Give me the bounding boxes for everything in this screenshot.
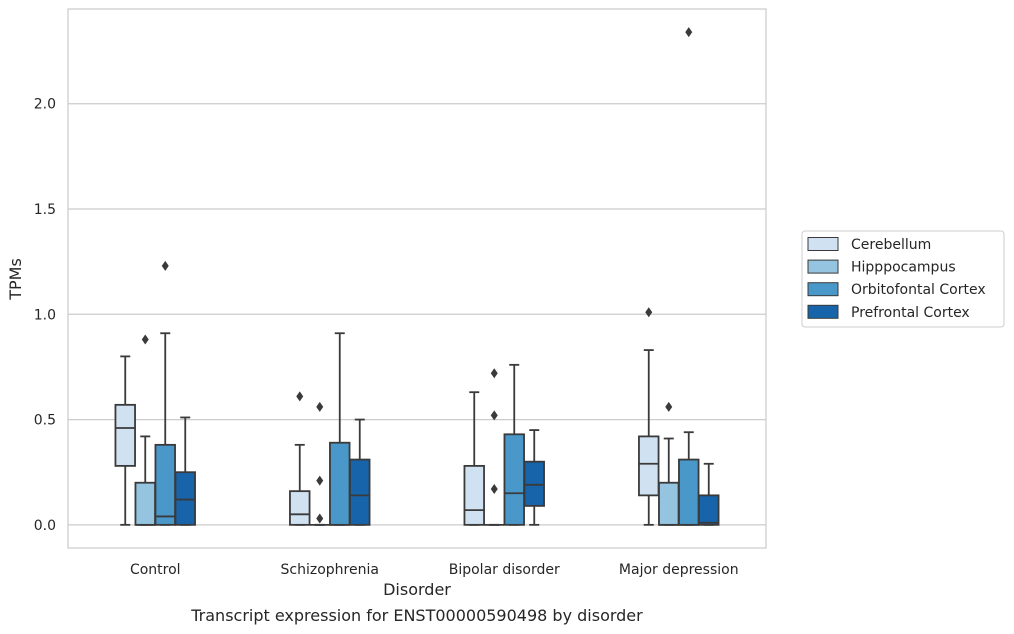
legend-swatch	[807, 259, 839, 274]
box	[329, 441, 351, 526]
outlier-point	[316, 475, 324, 486]
box	[503, 433, 525, 526]
box	[114, 403, 136, 467]
y-tick-label: 1.0	[34, 307, 56, 323]
x-tick-labels: Control Schizophrenia Bipolar disorder Majo…	[130, 562, 739, 578]
y-tick-label: 2.0	[34, 97, 56, 113]
box	[678, 458, 700, 526]
box-plot	[523, 429, 545, 526]
x-tick-label: Major depression	[619, 562, 739, 578]
box-plots	[114, 27, 720, 526]
y-tick-label: 1.5	[34, 202, 56, 218]
box-plot	[174, 416, 196, 526]
y-axis-label: TPMs	[6, 258, 25, 301]
outlier-point	[665, 401, 673, 412]
plot-frame	[67, 8, 767, 549]
legend-swatch	[807, 282, 839, 297]
box	[289, 490, 311, 526]
outlier-point	[490, 484, 498, 495]
x-tick-label: Schizophrenia	[281, 562, 379, 578]
box	[154, 443, 176, 526]
box-plot	[658, 401, 680, 526]
outlier-point	[490, 368, 498, 379]
box-plot	[114, 355, 136, 526]
legend-label: Prefrontal Cortex	[851, 305, 970, 321]
legend-label: Hipppocampus	[851, 260, 956, 276]
box-plot	[134, 334, 156, 526]
outlier-point	[685, 27, 693, 38]
y-tick-label: 0.5	[34, 413, 56, 429]
box	[638, 435, 660, 497]
box-plot	[678, 27, 700, 526]
box-plot	[638, 307, 660, 526]
x-tick-label: Control	[130, 562, 181, 578]
y-tick-label: 0.0	[34, 518, 56, 534]
outlier-point	[490, 410, 498, 421]
box-plot	[484, 368, 505, 526]
box	[174, 471, 196, 526]
outlier-point	[645, 307, 653, 318]
box-plot	[698, 462, 720, 526]
box-plot	[503, 363, 525, 526]
x-axis-label: Disorder	[383, 580, 451, 599]
box-plot	[463, 391, 485, 526]
box	[658, 481, 680, 526]
legend-swatch	[807, 237, 839, 251]
legend-label: Orbitofontal Cortex	[851, 282, 986, 298]
legend-swatch	[807, 304, 839, 319]
x-tick-label: Bipolar disorder	[449, 562, 560, 578]
outlier-point	[296, 391, 304, 402]
legend: Cerebellum Hipppocampus Orbitofontal Corte…	[801, 230, 1005, 328]
outlier-point	[161, 260, 169, 271]
outlier-point	[141, 334, 149, 345]
box-plot	[289, 391, 311, 526]
box	[349, 458, 371, 526]
box-plot	[349, 418, 371, 526]
box	[463, 464, 485, 526]
box-plot	[154, 260, 176, 526]
outlier-point	[316, 401, 324, 412]
box	[523, 460, 545, 507]
box	[134, 481, 156, 526]
outlier-point	[316, 513, 324, 524]
box-plot	[309, 401, 330, 526]
figure-caption: Transcript expression for ENST0000059049…	[191, 606, 643, 625]
legend-frame	[801, 230, 1005, 328]
y-tick-labels: 0.0 0.5 1.0 1.5 2.0	[34, 97, 56, 534]
box	[698, 494, 720, 526]
box-plot	[329, 332, 351, 526]
legend-label: Cerebellum	[851, 237, 931, 253]
